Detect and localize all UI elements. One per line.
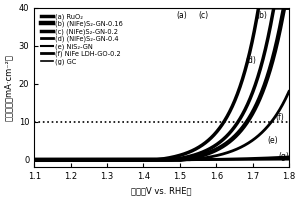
- Text: (c): (c): [199, 11, 209, 20]
- Text: (f): (f): [276, 113, 284, 122]
- Text: (b): (b): [256, 11, 267, 20]
- Y-axis label: 电流密度（mA·cm⁻²）: 电流密度（mA·cm⁻²）: [4, 54, 13, 121]
- Text: (e): (e): [268, 136, 278, 145]
- Legend: (a) RuO₂, (b) (NiFe)S₂-GN-0.16, (c) (NiFe)S₂-GN-0.2, (d) (NiFe)S₂-GN-0.4, (e) Ni: (a) RuO₂, (b) (NiFe)S₂-GN-0.16, (c) (NiF…: [40, 13, 123, 65]
- Text: (d): (d): [245, 56, 256, 65]
- Text: (a): (a): [176, 11, 187, 20]
- Text: (g): (g): [278, 152, 289, 161]
- X-axis label: 电位（V vs. RHE）: 电位（V vs. RHE）: [131, 187, 192, 196]
